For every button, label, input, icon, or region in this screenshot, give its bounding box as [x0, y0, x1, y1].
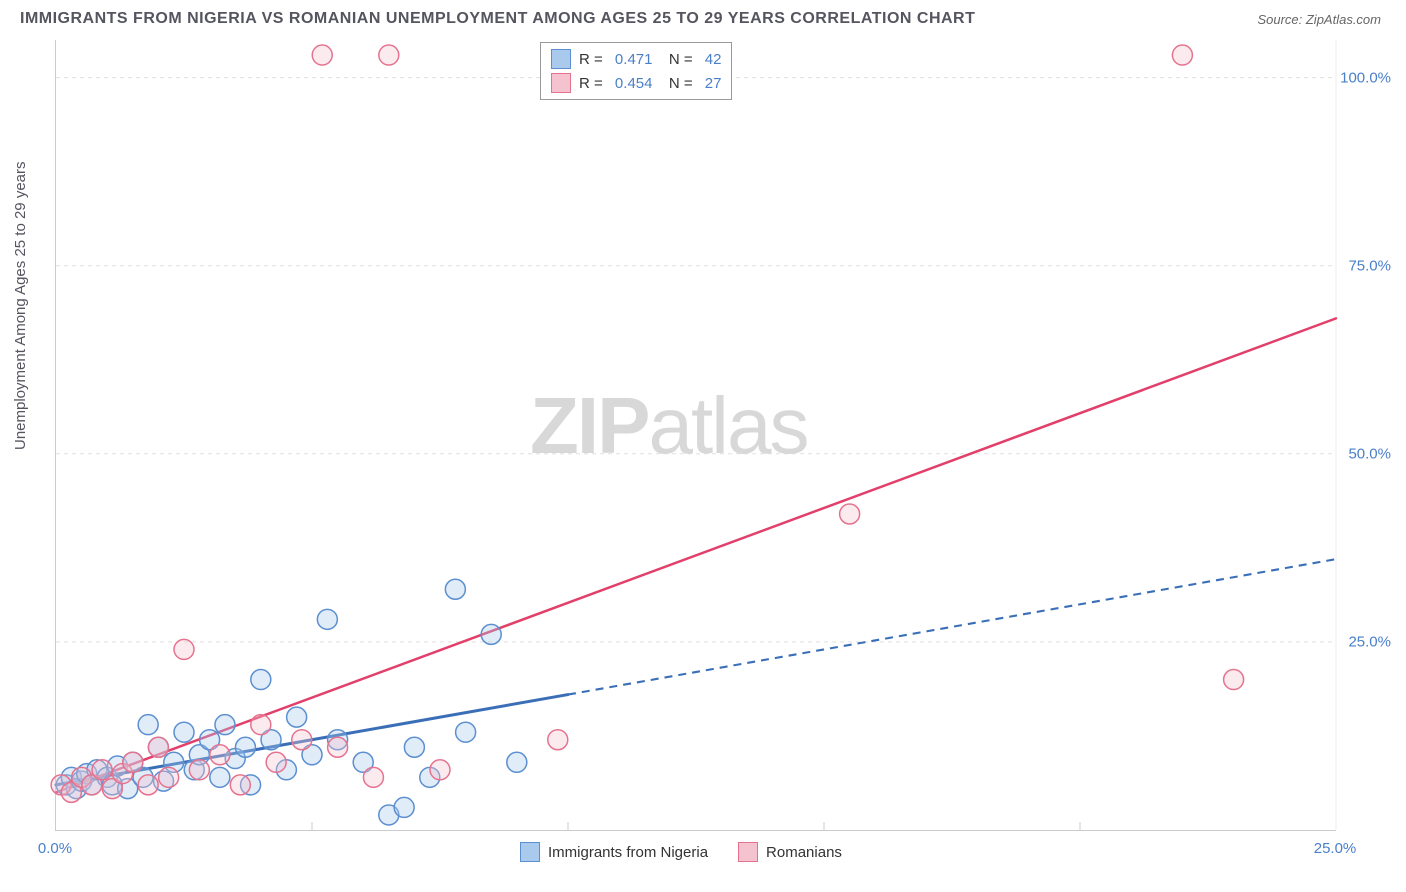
- legend-label: Immigrants from Nigeria: [548, 844, 708, 861]
- y-tick-label: 75.0%: [1348, 257, 1391, 274]
- plot-svg: [56, 40, 1336, 830]
- source-name: ZipAtlas.com: [1306, 12, 1381, 27]
- chart-container: IMMIGRANTS FROM NIGERIA VS ROMANIAN UNEM…: [0, 0, 1406, 892]
- legend-swatch: [520, 842, 540, 862]
- chart-title: IMMIGRANTS FROM NIGERIA VS ROMANIAN UNEM…: [20, 10, 975, 28]
- y-tick-label: 100.0%: [1340, 69, 1391, 86]
- y-axis-label: Unemployment Among Ages 25 to 29 years: [12, 161, 29, 450]
- legend-r-value: 0.454: [611, 75, 653, 92]
- correlation-legend: R = 0.471 N = 42R = 0.454 N = 27: [540, 42, 732, 100]
- legend-n-value: 27: [701, 75, 722, 92]
- legend-r-label: R =: [579, 51, 603, 68]
- legend-item: Immigrants from Nigeria: [520, 842, 708, 862]
- legend-r-label: R =: [579, 75, 603, 92]
- x-tick-label: 0.0%: [38, 840, 72, 857]
- legend-row: R = 0.454 N = 27: [551, 71, 721, 95]
- legend-n-label: N =: [660, 75, 692, 92]
- x-tick-label: 25.0%: [1314, 840, 1357, 857]
- legend-row: R = 0.471 N = 42: [551, 47, 721, 71]
- legend-n-value: 42: [701, 51, 722, 68]
- legend-item: Romanians: [738, 842, 842, 862]
- legend-swatch: [738, 842, 758, 862]
- source-label: Source:: [1257, 12, 1305, 27]
- legend-swatch: [551, 73, 571, 93]
- legend-r-value: 0.471: [611, 51, 653, 68]
- source-attribution: Source: ZipAtlas.com: [1257, 12, 1381, 27]
- legend-swatch: [551, 49, 571, 69]
- legend-n-label: N =: [660, 51, 692, 68]
- plot-area: [55, 40, 1336, 831]
- y-tick-label: 25.0%: [1348, 633, 1391, 650]
- y-tick-label: 50.0%: [1348, 445, 1391, 462]
- series-legend: Immigrants from Nigeria Romanians: [520, 842, 842, 862]
- legend-label: Romanians: [766, 844, 842, 861]
